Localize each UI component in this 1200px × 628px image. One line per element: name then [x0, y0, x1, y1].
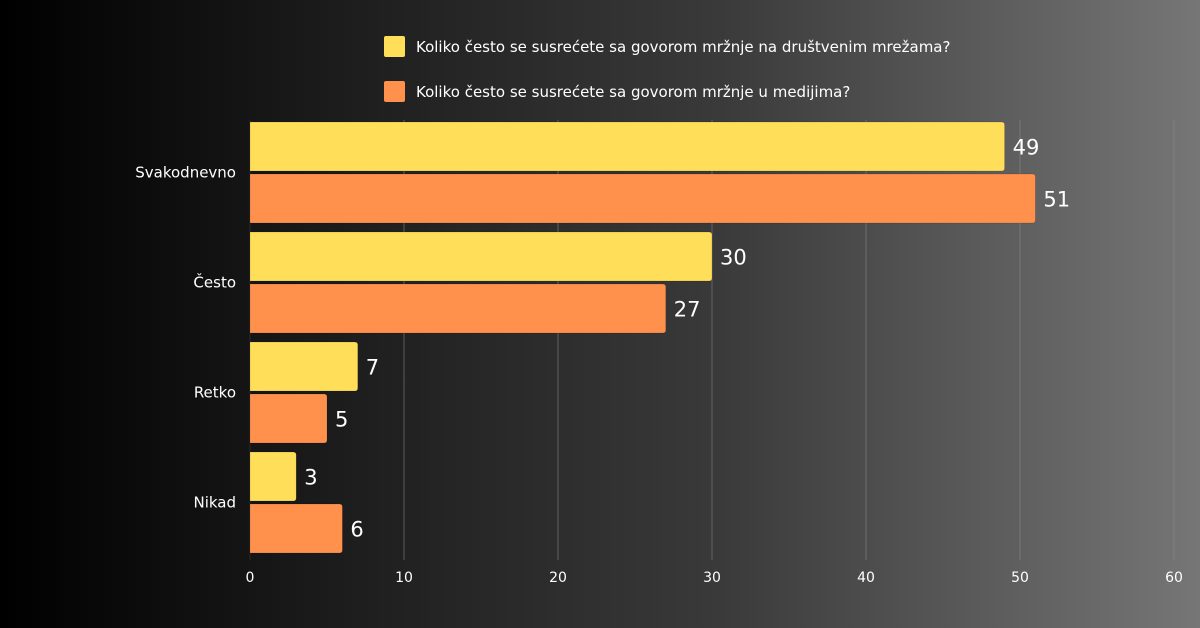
category-label-nikad: Nikad — [193, 494, 236, 512]
category-labels: Svakodnevno Često Retko Nikad — [135, 164, 236, 512]
legend-item-media: Koliko često se susrećete sa govorom mrž… — [384, 81, 850, 102]
legend-item-social-media: Koliko često se susrećete sa govorom mrž… — [384, 36, 950, 57]
bars — [249, 121, 1036, 554]
x-tick-label-10: 10 — [395, 570, 413, 586]
data-label-nikad-series-2: 6 — [350, 518, 363, 542]
bar-retko-series-2 — [249, 393, 328, 444]
bar-nikad-series-1 — [249, 451, 297, 502]
bar-cesto-series-2 — [249, 283, 667, 334]
category-label-cesto: Često — [193, 273, 236, 292]
legend-label-media: Koliko često se susrećete sa govorom mrž… — [416, 83, 850, 101]
legend-swatch-media — [384, 81, 405, 102]
data-label-svakodnevno-series-2: 51 — [1043, 188, 1070, 212]
data-label-retko-series-1: 7 — [366, 356, 379, 380]
bar-retko-series-1 — [249, 341, 359, 392]
bar-cesto-series-1 — [249, 231, 713, 282]
x-tick-label-0: 0 — [246, 570, 255, 586]
category-label-svakodnevno: Svakodnevno — [135, 164, 236, 182]
data-label-retko-series-2: 5 — [335, 408, 348, 432]
data-label-cesto-series-2: 27 — [674, 298, 701, 322]
bar-svakodnevno-series-2 — [249, 173, 1036, 224]
x-tick-label-60: 60 — [1165, 570, 1183, 586]
x-tick-label-20: 20 — [549, 570, 567, 586]
data-label-svakodnevno-series-1: 49 — [1013, 136, 1040, 160]
x-tick-label-50: 50 — [1011, 570, 1029, 586]
x-tick-label-30: 30 — [703, 570, 721, 586]
bar-nikad-series-2 — [249, 503, 343, 554]
legend-swatch-social-media — [384, 36, 405, 57]
x-tick-label-40: 40 — [857, 570, 875, 586]
data-label-cesto-series-1: 30 — [720, 246, 747, 270]
bar-svakodnevno-series-1 — [249, 121, 1005, 172]
data-label-nikad-series-1: 3 — [304, 466, 317, 490]
legend-label-social-media: Koliko često se susrećete sa govorom mrž… — [416, 38, 950, 56]
data-labels: 49 51 30 27 7 5 3 6 — [304, 136, 1070, 542]
category-label-retko: Retko — [194, 384, 236, 402]
x-axis-ticks: 0 10 20 30 40 50 60 — [246, 570, 1183, 586]
legend: Koliko često se susrećete sa govorom mrž… — [384, 36, 950, 102]
